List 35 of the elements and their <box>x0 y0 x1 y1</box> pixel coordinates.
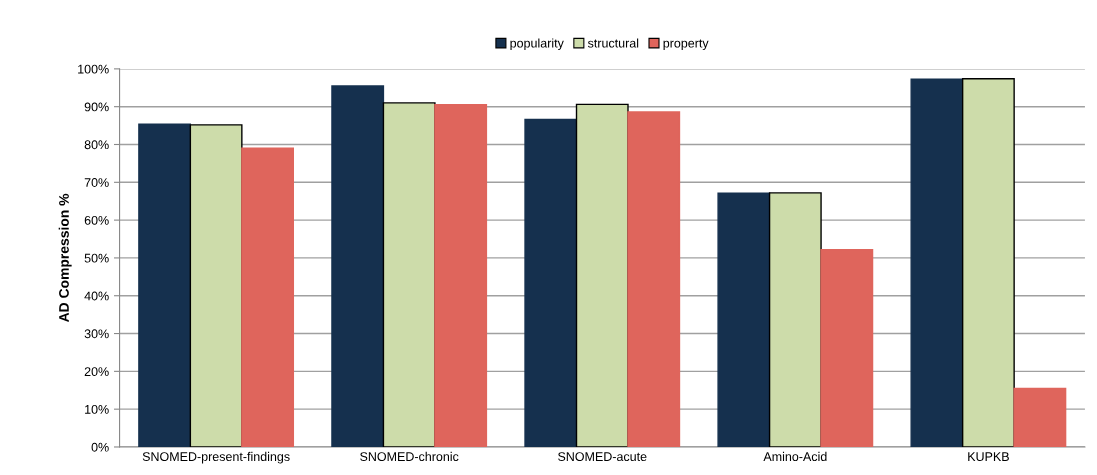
bar <box>241 147 295 447</box>
y-tick-label: 50% <box>84 253 109 263</box>
y-tick-label: 90% <box>84 102 109 112</box>
y-tick-label: 0% <box>91 442 109 452</box>
bar <box>382 102 436 447</box>
legend-label: popularity <box>510 38 564 51</box>
bar <box>524 118 578 447</box>
x-tick-label: KUPKB <box>968 452 1009 462</box>
y-axis-title: AD Compression % <box>58 193 72 323</box>
bar <box>910 78 964 447</box>
y-tick-label: 20% <box>84 367 109 377</box>
bar <box>768 192 822 447</box>
y-tick-label: 80% <box>84 140 109 150</box>
bar <box>434 104 488 447</box>
bar <box>331 85 385 447</box>
legend-label: structural <box>587 38 639 48</box>
y-tick-label: 30% <box>84 329 109 339</box>
bar <box>717 192 771 447</box>
bar <box>820 248 874 447</box>
bar <box>138 123 192 447</box>
bar <box>1013 387 1067 447</box>
bar <box>627 111 681 447</box>
x-tick-label: SNOMED-acute <box>558 452 647 462</box>
y-tick-label: 100% <box>78 64 109 74</box>
y-tick-label: 70% <box>84 178 109 187</box>
x-tick-label: Amino-Acid <box>763 451 827 462</box>
y-tick-label: 60% <box>84 215 109 225</box>
bar <box>961 78 1015 447</box>
bar <box>189 124 243 447</box>
x-tick-label: SNOMED-present-findings <box>142 451 290 464</box>
y-tick-label: 10% <box>85 404 109 414</box>
y-tick-label: 40% <box>84 291 109 301</box>
bar <box>575 103 629 447</box>
legend-label: property <box>663 39 709 51</box>
x-tick-label: SNOMED-chronic <box>360 451 459 462</box>
